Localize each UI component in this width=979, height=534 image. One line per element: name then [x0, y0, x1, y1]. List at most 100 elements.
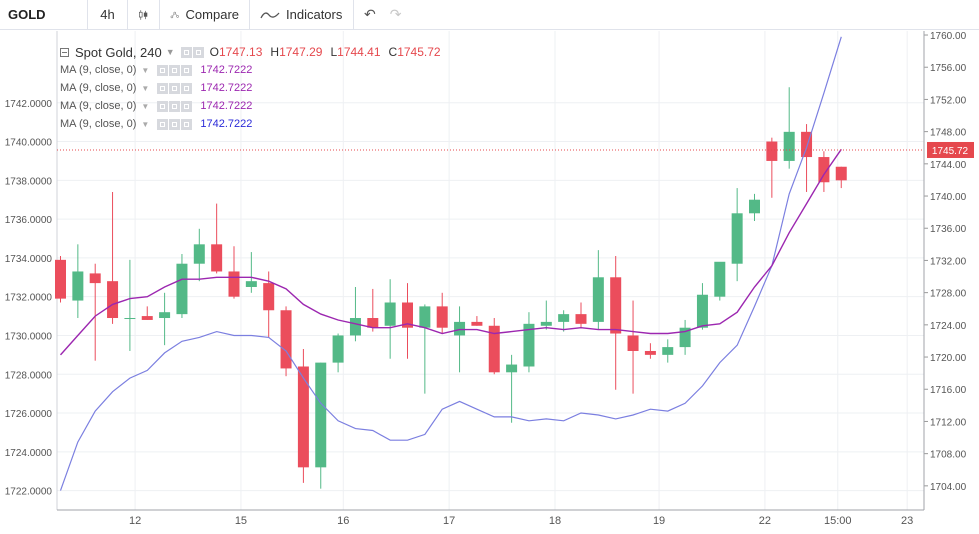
left-tick-label: 1722.0000	[5, 487, 53, 498]
compare-icon	[170, 11, 179, 18]
right-tick-label: 1716.00	[930, 385, 967, 396]
indicators-button[interactable]: Indicators	[250, 0, 354, 30]
candle-up	[558, 310, 570, 332]
ma-line-blue	[59, 36, 842, 491]
candle-up	[540, 300, 552, 330]
eye-icon[interactable]	[157, 64, 169, 76]
candle-body	[72, 271, 84, 301]
indicator-legend-row[interactable]: MA (9, close, 0) ▼ 1742.7222	[60, 97, 449, 115]
candle-body	[228, 271, 240, 297]
indicator-legend-row[interactable]: MA (9, close, 0) ▼ 1742.7222	[60, 115, 449, 133]
left-tick-label: 1742.0000	[5, 99, 53, 110]
last-price-label: 1745.72	[932, 146, 969, 157]
compare-label: Compare	[185, 7, 239, 22]
right-price-axis[interactable]: 1704.00 1708.00 1712.00 1716.00 1720.00 1724.…	[923, 31, 967, 510]
indicators-icon	[260, 11, 280, 18]
interval-button[interactable]: 4h	[88, 0, 128, 30]
candle-body	[384, 302, 396, 326]
candle-up	[783, 87, 795, 169]
candle-body	[332, 335, 344, 363]
candle-body	[263, 283, 275, 311]
close-icon[interactable]	[181, 100, 193, 112]
chevron-down-icon[interactable]: ▼	[165, 47, 175, 57]
chevron-down-icon[interactable]: ▼	[141, 101, 150, 111]
undo-icon[interactable]: ↶	[364, 6, 376, 22]
redo-icon[interactable]: ↷	[389, 6, 402, 22]
candle-down	[818, 151, 830, 192]
left-tick-label: 1728.0000	[5, 370, 53, 381]
candle-down	[141, 306, 153, 320]
eye-icon[interactable]	[157, 100, 169, 112]
indicator-label: MA (9, close, 0)	[60, 64, 137, 76]
indicator-buttons[interactable]	[157, 64, 193, 76]
candle-up	[72, 244, 84, 319]
chevron-down-icon[interactable]: ▼	[141, 119, 150, 129]
x-tick-label: 17	[443, 515, 455, 527]
close-icon[interactable]	[181, 118, 193, 130]
candle-body	[402, 302, 413, 328]
chevron-down-icon[interactable]: ▼	[141, 83, 150, 93]
candle-down	[228, 246, 240, 299]
right-tick-label: 1748.00	[930, 128, 967, 139]
candle-down	[107, 191, 119, 324]
last-price-badge	[927, 141, 974, 158]
undo-redo-group: ↶ ↷	[354, 0, 410, 30]
indicator-legend-row[interactable]: MA (9, close, 0) ▼ 1742.7222	[60, 61, 449, 79]
indicator-buttons[interactable]	[157, 118, 193, 130]
left-tick-label: 1724.0000	[5, 448, 53, 459]
eye-icon[interactable]	[157, 82, 169, 94]
close-icon[interactable]	[181, 64, 193, 76]
candle-body	[471, 321, 483, 326]
candle-down	[801, 124, 813, 192]
x-tick-label: 23	[901, 515, 913, 527]
chart-type-button[interactable]	[128, 0, 160, 30]
candle-down	[263, 271, 275, 338]
candle-body	[141, 316, 153, 320]
candle-down	[89, 263, 101, 361]
gear-icon[interactable]	[169, 82, 181, 94]
ohlc-close: C1745.72	[388, 45, 441, 59]
symbol-search[interactable]: GOLD	[0, 0, 88, 30]
candle-body	[349, 318, 361, 336]
candle-body	[419, 306, 431, 328]
candle-down	[471, 316, 483, 326]
candle-body	[89, 273, 101, 284]
time-axis[interactable]: 12 15 16 17 18 19 22 15:00 23	[57, 509, 924, 527]
right-tick-label: 1728.00	[930, 289, 967, 300]
candle-body	[211, 244, 223, 272]
candle-body	[193, 244, 205, 264]
chevron-down-icon[interactable]: ▼	[141, 65, 150, 75]
gear-icon[interactable]	[169, 64, 181, 76]
candlestick-series	[55, 87, 847, 489]
indicator-buttons[interactable]	[157, 82, 193, 94]
close-icon[interactable]	[181, 82, 193, 94]
candle-body	[107, 281, 119, 319]
left-tick-label: 1730.0000	[5, 331, 53, 342]
series-settings-buttons[interactable]	[180, 46, 204, 58]
gear-icon[interactable]	[169, 100, 181, 112]
indicator-legend-row[interactable]: MA (9, close, 0) ▼ 1742.7222	[60, 79, 449, 97]
right-tick-label: 1712.00	[930, 417, 967, 428]
candle-up	[245, 252, 257, 293]
compare-button[interactable]: Compare	[160, 0, 250, 30]
gear-icon[interactable]	[169, 118, 181, 130]
candle-body	[280, 310, 292, 369]
collapse-icon[interactable]	[60, 47, 69, 57]
ohlc-high: H1747.29	[270, 45, 323, 59]
left-price-axis[interactable]: 1722.0000 1724.0000 1726.0000 1728.0000 1730…	[5, 31, 58, 510]
x-tick-label: 15	[235, 515, 247, 527]
gear-icon[interactable]	[192, 46, 204, 58]
candle-up	[714, 261, 726, 301]
left-tick-label: 1738.0000	[5, 176, 53, 187]
x-tick-label: 18	[549, 515, 561, 527]
candle-up	[506, 354, 518, 423]
indicator-buttons[interactable]	[157, 100, 193, 112]
eye-icon[interactable]	[180, 46, 192, 58]
right-tick-label: 1732.00	[930, 256, 967, 267]
candle-body	[55, 259, 66, 299]
candle-up	[193, 228, 205, 282]
eye-icon[interactable]	[157, 118, 169, 130]
main-series-legend[interactable]: Spot Gold, 240 ▼ O1747.13 H1747.29 L1744…	[60, 43, 449, 61]
indicator-value: 1742.7222	[200, 64, 253, 76]
